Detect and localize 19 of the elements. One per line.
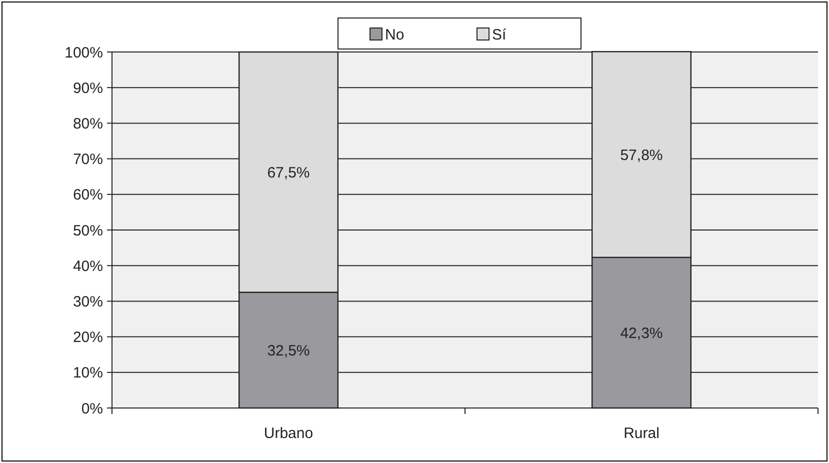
y-tick-label: 40%	[72, 258, 103, 275]
y-tick-label: 90%	[72, 80, 103, 97]
legend-label: Sí	[492, 26, 508, 44]
data-label: 42,3%	[620, 324, 663, 342]
x-tick-label: Urbano	[264, 425, 314, 442]
data-label: 57,8%	[620, 146, 663, 164]
legend-label: No	[385, 26, 404, 44]
data-label: 67,5%	[267, 164, 310, 182]
x-tick-label: Rural	[624, 425, 660, 442]
y-tick-label: 100%	[64, 44, 103, 62]
y-tick-label: 80%	[72, 115, 103, 132]
y-tick-label: 30%	[72, 293, 103, 310]
y-tick-label: 70%	[72, 151, 103, 168]
y-tick-label: 50%	[72, 222, 103, 240]
y-tick-label: 20%	[72, 329, 103, 346]
y-tick-label: 60%	[72, 186, 103, 204]
data-label: 32,5%	[267, 342, 310, 360]
y-tick-label: 0%	[81, 400, 103, 418]
y-tick-label: 10%	[72, 364, 103, 382]
